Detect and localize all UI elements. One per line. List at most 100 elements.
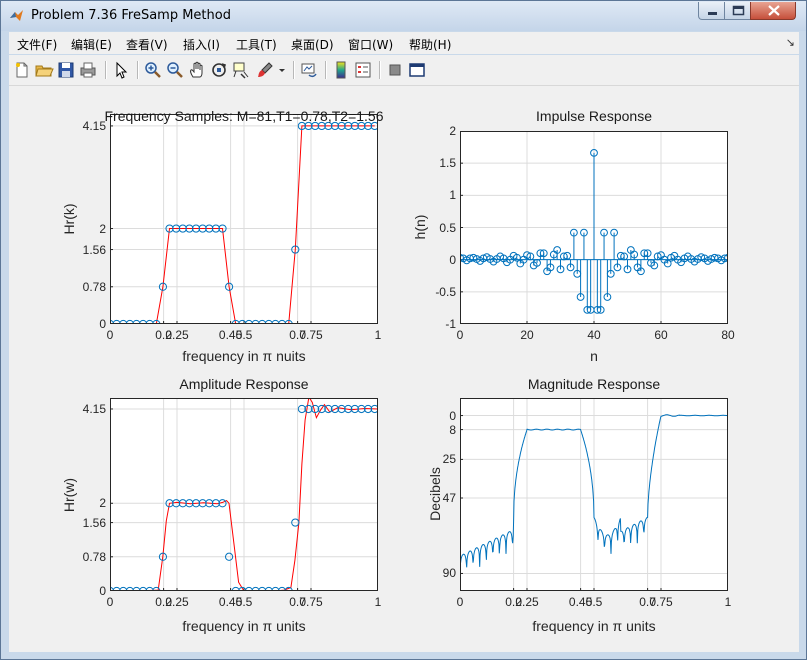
amplitude-response-axes[interactable] [110,398,378,591]
magnitude-curve [460,414,728,590]
sample-marker [158,282,168,291]
frequency-samples-axes[interactable] [110,114,378,324]
sample-marker [297,404,306,414]
sample-marker [317,404,326,414]
magnitude-response-axes[interactable] [460,398,728,591]
hide-tools-icon[interactable] [385,60,405,80]
axes-frame [460,131,728,324]
menu-edit[interactable]: 编辑(E) [71,38,112,52]
minimize-button[interactable] [698,2,725,20]
x-tick-label: 80 [721,328,735,342]
sample-marker [158,552,168,561]
menu-tools[interactable]: 工具(T) [236,38,277,52]
menu-insert[interactable]: 插入(I) [183,38,220,52]
save-icon[interactable] [56,60,76,80]
x-tick-label: 0.75 [649,595,673,609]
x-tick-label: 40 [587,328,601,342]
menu-help[interactable]: 帮助(H) [409,38,452,52]
sample-marker [172,499,181,508]
frequency-samples-title: Frequency Samples: M=81,T1=0.78,T2=1.56 [104,108,384,124]
stem-marker [580,228,588,237]
menu-desktop[interactable]: 桌面(D) [291,38,334,52]
sample-marker [344,404,353,414]
print-icon[interactable] [78,60,98,80]
y-tick-label: 0.78 [82,279,106,294]
menu-window[interactable]: 窗口(W) [348,38,394,52]
colorbar-icon[interactable] [331,60,351,80]
sample-marker [370,121,378,131]
legend-icon[interactable] [353,60,373,80]
stem-marker [613,263,622,272]
stem-marker [616,251,625,260]
stem-marker [603,293,612,301]
x-tick-label: 0 [456,328,464,342]
x-tick-label: 0.7 [639,595,656,609]
figure-toolbar [9,55,799,86]
impulse-response-axes[interactable] [460,131,728,324]
sample-marker [350,121,359,131]
sample-marker [165,224,174,233]
sample-marker [291,518,300,527]
x-tick-label: 0.7 [289,595,306,609]
menu-view[interactable]: 查看(V) [126,38,168,52]
select-arrow-icon[interactable] [111,60,131,80]
frequency-samples-ylabel: Hr(k) [61,203,77,235]
sample-line [110,125,375,324]
amplitude-response-xlabel: frequency in π units [182,618,306,634]
zoom-in-icon[interactable] [143,60,163,80]
maximize-button[interactable] [724,2,751,20]
close-button[interactable] [750,2,796,20]
frequency-samples-xlabel: frequency in π nuits [182,348,306,364]
stem-marker [606,269,615,278]
brush-dropdown-icon[interactable] [277,60,287,80]
title-bar[interactable]: Problem 7.36 FreSamp Method [1,1,806,31]
sample-marker [191,499,201,508]
sample-marker [317,121,326,131]
y-tick-label: 4.15 [82,401,106,416]
stem-marker [576,293,585,301]
stem-marker [610,228,619,237]
sample-marker [218,499,227,508]
x-tick-label: 20 [520,328,534,342]
axes-frame [460,398,728,591]
x-tick-label: 0 [106,595,114,609]
x-tick-label: 0.5 [235,595,253,609]
new-figure-icon[interactable] [12,60,32,80]
matlab-logo-icon [10,10,23,21]
pan-icon[interactable] [187,60,207,80]
stem-marker [710,253,719,262]
stem-marker [553,246,562,254]
y-tick-label: 0 [99,317,106,331]
stem-marker [663,259,672,268]
sample-marker [324,404,333,414]
magnitude-response-title: Magnitude Response [527,376,661,392]
zoom-out-icon[interactable] [165,60,185,80]
sample-marker [363,121,373,131]
y-tick-label: 1.56 [82,242,106,257]
sample-marker [198,224,207,233]
data-cursor-icon[interactable] [231,60,251,80]
stem-marker [600,228,608,237]
x-tick-label: 1 [374,595,382,609]
sample-marker [218,224,227,233]
stem-marker [539,249,548,258]
stem-marker [650,261,659,270]
dock-icon[interactable] [407,60,427,80]
window-title: Problem 7.36 FreSamp Method [31,8,231,23]
sample-marker [363,404,373,414]
open-file-icon[interactable] [34,60,54,80]
rotate-icon[interactable] [209,60,229,80]
menu-file[interactable]: 文件(F) [17,38,58,52]
link-plot-icon[interactable] [299,60,319,80]
impulse-response-xlabel: n [590,348,598,364]
x-tick-label: 0.7 [289,328,306,342]
x-tick-label: 0.45 [218,328,243,342]
y-tick-label: 0 [99,584,106,598]
stem-marker [590,148,598,157]
toolbar-separator [325,61,327,79]
stem-marker [546,263,555,272]
y-tick-label: -1 [445,317,456,331]
brush-icon[interactable] [255,60,275,80]
sample-marker [205,224,214,233]
menu-overflow-icon[interactable]: ↘ [785,37,795,49]
